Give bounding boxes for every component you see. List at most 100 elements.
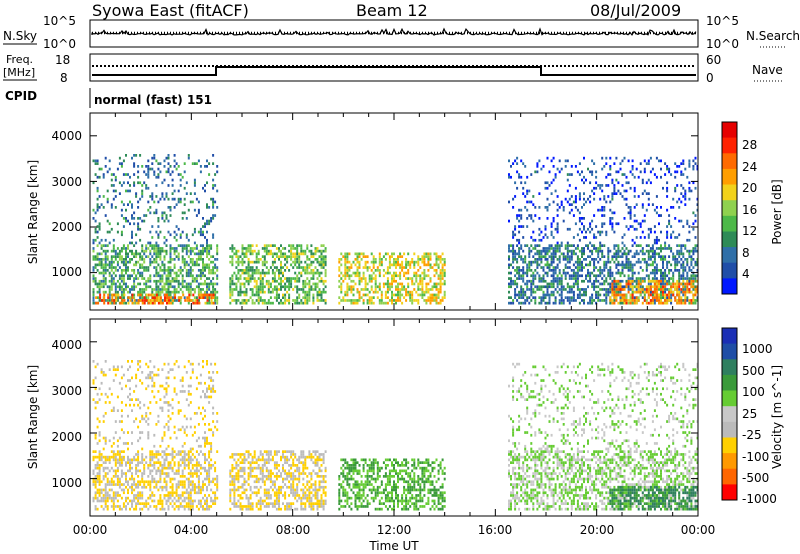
power-cell [275, 252, 278, 256]
power-cell [267, 279, 270, 283]
power-cell [526, 299, 529, 302]
power-cell [546, 252, 549, 256]
power-cell [157, 200, 160, 204]
power-cell [102, 249, 105, 253]
power-cell [153, 279, 156, 283]
power-cell [552, 255, 555, 258]
power-cell [680, 296, 683, 299]
velocity-cell [120, 450, 123, 453]
power-cell [666, 293, 669, 297]
power-cell [635, 249, 638, 253]
power-cell [534, 274, 537, 278]
power-cell [155, 296, 158, 299]
power-cell [633, 299, 636, 302]
power-cell [229, 255, 232, 258]
velocity-cell [114, 496, 117, 500]
power-cell [348, 277, 351, 280]
power-cell [356, 290, 359, 294]
power-cell [185, 285, 188, 289]
power-cell [169, 173, 172, 176]
velocity-cell [108, 458, 111, 462]
power-cell [554, 247, 557, 250]
velocity-cell [116, 458, 119, 462]
power-cell [556, 230, 559, 234]
power-cell [583, 258, 585, 261]
power-cell [668, 288, 671, 291]
power-cell [423, 258, 426, 261]
power-cell [344, 277, 347, 280]
power-cell [627, 252, 630, 256]
power-cell [639, 277, 642, 280]
power-cell [318, 290, 321, 294]
power-cell [139, 296, 142, 299]
power-cell [310, 285, 313, 289]
power-cell [153, 211, 156, 215]
power-cell [395, 301, 397, 305]
power-cell [189, 293, 192, 297]
power-cell [193, 181, 196, 185]
power-cell [284, 282, 287, 286]
power-cell [637, 258, 640, 261]
power-cell [280, 279, 282, 283]
power-cell [204, 189, 206, 193]
power-cell [308, 263, 311, 267]
power-cell [348, 299, 351, 302]
power-cell [395, 260, 397, 264]
velocity-cell [141, 453, 144, 456]
power-cell [393, 293, 395, 297]
power-cell [538, 296, 541, 299]
power-cell [526, 225, 529, 228]
power-cell [542, 296, 545, 299]
power-cell [597, 285, 600, 289]
power-cell [320, 296, 323, 299]
power-cell [694, 260, 697, 264]
velocity-cell [153, 505, 156, 508]
power-cell [237, 279, 240, 283]
velocity-cell [149, 464, 152, 467]
power-cell [133, 181, 136, 185]
power-cell [581, 222, 583, 226]
velocity-cell [153, 365, 156, 369]
power-cell [585, 178, 587, 182]
power-cell [121, 301, 124, 305]
power-cell [191, 247, 194, 250]
power-cell [658, 282, 660, 286]
velocity-cell [145, 505, 148, 508]
power-cell [552, 200, 555, 204]
power-cell [372, 258, 375, 261]
velocity-cell [98, 472, 101, 475]
power-cell [423, 271, 426, 275]
power-cell [139, 255, 142, 258]
power-cell [292, 288, 295, 291]
power-cell [157, 219, 160, 223]
velocity-cell [135, 485, 138, 489]
freq-label-1: Freq. [6, 53, 33, 66]
power-cell [145, 186, 148, 190]
power-cell [643, 279, 646, 283]
power-cell [352, 293, 355, 297]
power-cell [96, 162, 99, 165]
power-cell [113, 301, 116, 305]
power-cell [560, 167, 563, 171]
power-cell [290, 244, 293, 247]
power-cell [157, 252, 160, 256]
power-cell [508, 200, 510, 204]
power-cell [259, 296, 262, 299]
power-cell [173, 279, 176, 283]
power-cell [633, 255, 636, 258]
power-cell [641, 206, 644, 209]
power-cell [108, 260, 111, 264]
power-cell [534, 238, 537, 242]
power-cell [114, 301, 117, 305]
power-cell [655, 252, 658, 256]
power-cell [187, 271, 190, 275]
power-cell [611, 222, 614, 226]
power-cell [658, 296, 660, 299]
velocity-cell [112, 494, 115, 497]
power-cell [627, 227, 630, 231]
power-cell [417, 293, 420, 297]
velocity-cell [131, 376, 133, 380]
power-cell [645, 274, 648, 278]
power-cell [125, 252, 127, 256]
power-cell [635, 290, 638, 294]
